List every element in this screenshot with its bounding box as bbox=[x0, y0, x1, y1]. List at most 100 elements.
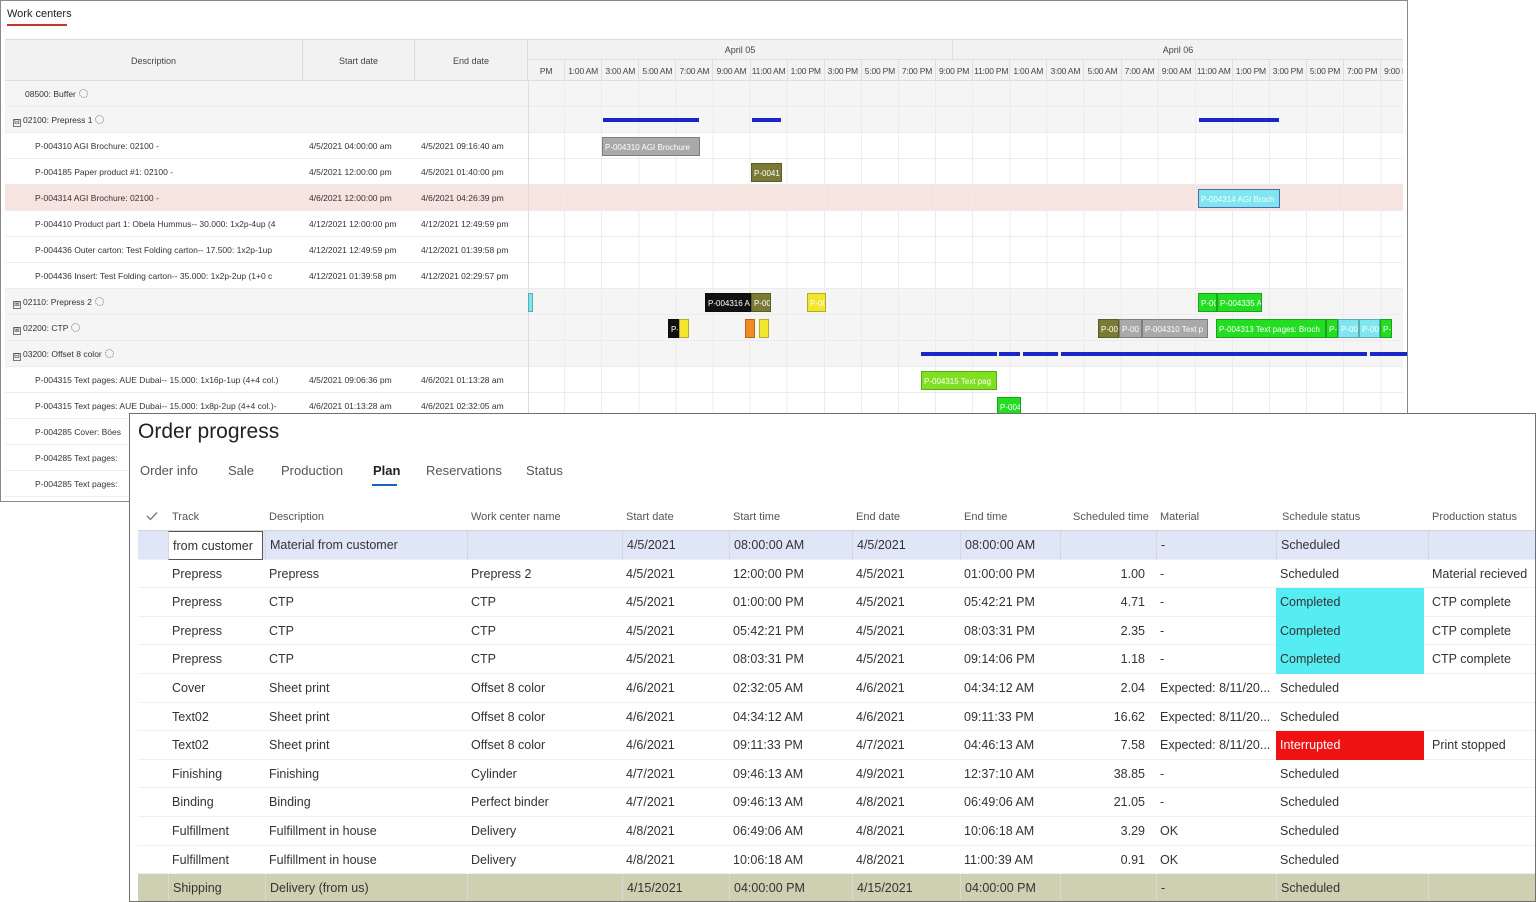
cell-work-center-name: CTP bbox=[471, 652, 496, 667]
row-start-date bbox=[309, 289, 417, 315]
settings-gear-icon[interactable] bbox=[71, 323, 81, 332]
settings-gear-icon[interactable] bbox=[104, 349, 114, 358]
row-start-date: 4/6/2021 01:13:28 am bbox=[309, 401, 392, 411]
table-row[interactable]: Fulfillment Fulfillment in house Delivery 4… bbox=[138, 817, 1535, 846]
column-header-production-status[interactable]: Production status bbox=[1432, 511, 1517, 523]
tab-production[interactable]: Production bbox=[281, 463, 344, 478]
gantt-row-area[interactable] bbox=[528, 289, 1403, 315]
gantt-row-area[interactable] bbox=[528, 263, 1403, 289]
table-row[interactable]: Binding Binding Perfect binder 4/7/2021 09:4… bbox=[138, 788, 1535, 817]
column-header-description[interactable]: Description bbox=[5, 40, 303, 82]
table-row[interactable]: Prepress Prepress Prepress 2 4/5/2021 12:00:… bbox=[138, 560, 1535, 589]
timeline-hour-label: 9:00 AM bbox=[713, 60, 751, 82]
plan-grid: Track Description Work center name Start… bbox=[138, 503, 1535, 901]
tab-plan[interactable]: Plan bbox=[373, 463, 401, 478]
cell-end-time: 09:11:33 PM bbox=[964, 709, 1034, 724]
settings-gear-icon[interactable] bbox=[95, 115, 105, 124]
cell-end-time: 12:37:10 AM bbox=[964, 766, 1035, 781]
gantt-row-area[interactable] bbox=[528, 341, 1403, 367]
cell-scheduled-time: 0.91 bbox=[1120, 852, 1145, 867]
table-row[interactable]: Prepress CTP CTP 4/5/2021 01:00:00 PM 4/5/202… bbox=[138, 588, 1535, 617]
table-row[interactable]: from customer Material from customer 4/5/2… bbox=[138, 531, 1535, 560]
gantt-row-area[interactable] bbox=[528, 237, 1403, 263]
column-header-scheduled-time[interactable]: Scheduled time bbox=[1073, 511, 1149, 523]
grid-rows: from customer Material from customer 4/5/2… bbox=[138, 531, 1535, 901]
cell-track: Text02 bbox=[172, 738, 209, 753]
column-header-end-date[interactable]: End date bbox=[415, 40, 528, 82]
cell-end-time: 04:46:13 AM bbox=[964, 738, 1035, 753]
cell-material: - bbox=[1160, 795, 1165, 810]
gantt-row-area[interactable] bbox=[528, 107, 1403, 133]
column-header-material[interactable]: Material bbox=[1160, 511, 1200, 523]
work-centers-title[interactable]: Work centers bbox=[7, 8, 72, 20]
column-header-description[interactable]: Description bbox=[269, 511, 325, 523]
cell-work-center-name: Delivery bbox=[471, 852, 517, 867]
column-header-end-date[interactable]: End date bbox=[856, 511, 901, 523]
tab-status[interactable]: Status bbox=[526, 463, 563, 478]
work-center-job-row[interactable]: P-004310 AGI Brochure: 02100 - 4/5/2021 0… bbox=[5, 133, 1403, 159]
work-center-group-row[interactable]: ⊟ 02100: Prepress 1 bbox=[5, 107, 1403, 133]
cell-work-center-name: Perfect binder bbox=[471, 795, 549, 810]
expand-icon[interactable]: ⊞ bbox=[13, 301, 21, 309]
cell-start-date: 4/6/2021 bbox=[626, 738, 675, 753]
gantt-row-area[interactable] bbox=[528, 81, 1403, 107]
tab-sale[interactable]: Sale bbox=[228, 463, 255, 478]
gantt-row-area[interactable] bbox=[528, 159, 1403, 185]
row-label: P-004185 Paper product #1: 02100 - bbox=[35, 167, 173, 177]
collapse-icon[interactable]: ⊟ bbox=[13, 119, 21, 127]
gantt-row-area[interactable] bbox=[528, 185, 1403, 211]
column-header-start-date[interactable]: Start date bbox=[626, 511, 674, 523]
gantt-row-area[interactable] bbox=[528, 315, 1403, 341]
cell-schedule-status: Completed bbox=[1276, 645, 1424, 674]
column-header-track[interactable]: Track bbox=[172, 511, 200, 523]
row-label: 08500: Buffer bbox=[25, 89, 76, 99]
cell-track: Finishing bbox=[172, 766, 223, 781]
gantt-row-area[interactable] bbox=[528, 211, 1403, 237]
cell-end-date: 4/8/2021 bbox=[856, 852, 905, 867]
work-center-job-row[interactable]: P-004185 Paper product #1: 02100 - 4/5/20… bbox=[5, 159, 1403, 185]
work-center-job-row[interactable]: P-004315 Text pages: AUE Dubai-- 15.000:… bbox=[5, 367, 1403, 393]
column-header-work-center-name[interactable]: Work center name bbox=[471, 511, 561, 523]
settings-gear-icon[interactable] bbox=[78, 89, 88, 98]
table-row[interactable]: Shipping Delivery (from us) 4/15/2021 04:00… bbox=[138, 874, 1535, 901]
timeline-hour-label: 5:00 PM bbox=[862, 60, 899, 82]
cell-start-time: 04:34:12 AM bbox=[733, 709, 804, 724]
cell-production-status bbox=[1428, 846, 1535, 875]
select-all-check-icon[interactable] bbox=[146, 511, 158, 521]
table-row[interactable]: Text02 Sheet print Offset 8 color 4/6/2021 0… bbox=[138, 703, 1535, 732]
column-header-schedule-status[interactable]: Schedule status bbox=[1282, 511, 1361, 523]
table-row[interactable]: Finishing Finishing Cylinder 4/7/2021 09:46:… bbox=[138, 760, 1535, 789]
work-center-job-row[interactable]: P-004436 Outer carton: Test Folding cart… bbox=[5, 237, 1403, 263]
expand-icon[interactable]: ⊞ bbox=[13, 327, 21, 335]
work-center-job-row[interactable]: P-004410 Product part 1: Obela Hummus-- … bbox=[5, 211, 1403, 237]
page-title: Order progress bbox=[138, 420, 280, 443]
gantt-row-area[interactable] bbox=[528, 133, 1403, 159]
column-header-end-time[interactable]: End time bbox=[964, 511, 1008, 523]
cell-end-date: 4/5/2021 bbox=[852, 531, 960, 560]
work-center-job-row[interactable]: P-004436 Insert: Test Folding carton-- 3… bbox=[5, 263, 1403, 289]
track-input[interactable]: from customer bbox=[168, 531, 263, 560]
table-row[interactable]: Prepress CTP CTP 4/5/2021 08:03:31 PM 4/5/202… bbox=[138, 645, 1535, 674]
table-row[interactable]: Prepress CTP CTP 4/5/2021 05:42:21 PM 4/5/202… bbox=[138, 616, 1535, 646]
collapse-icon[interactable]: ⊟ bbox=[13, 353, 21, 361]
cell-start-time: 02:32:05 AM bbox=[733, 680, 804, 695]
table-row[interactable]: Fulfillment Fulfillment in house Delivery 4… bbox=[138, 846, 1535, 875]
work-center-group-row[interactable]: ⊞ 02110: Prepress 2 bbox=[5, 289, 1403, 315]
gantt-row-area[interactable] bbox=[528, 367, 1403, 393]
work-center-group-row[interactable]: ⊞ 02200: CTP bbox=[5, 315, 1403, 341]
cell-description: Delivery (from us) bbox=[265, 874, 465, 901]
cell-schedule-status: Completed bbox=[1276, 588, 1424, 617]
timeline-hour-label: 7:00 PM bbox=[899, 60, 937, 82]
work-center-group-row[interactable]: 08500: Buffer bbox=[5, 81, 1403, 107]
work-center-job-row[interactable]: P-004314 AGI Brochure: 02100 - 4/6/2021 1… bbox=[5, 185, 1403, 211]
tab-order-info[interactable]: Order info bbox=[140, 463, 198, 478]
table-row[interactable]: Cover Sheet print Offset 8 color 4/6/2021 02… bbox=[138, 674, 1535, 703]
column-header-start-date[interactable]: Start date bbox=[303, 40, 415, 82]
settings-gear-icon[interactable] bbox=[94, 297, 104, 306]
table-row[interactable]: Text02 Sheet print Offset 8 color 4/6/2021 0… bbox=[138, 731, 1535, 760]
work-center-group-row[interactable]: ⊟ 03200: Offset 8 color bbox=[5, 341, 1403, 367]
cell-start-time: 04:00:00 PM bbox=[729, 874, 852, 901]
cell-material: Expected: 8/11/20... bbox=[1160, 738, 1271, 753]
tab-reservations[interactable]: Reservations bbox=[426, 463, 502, 478]
column-header-start-time[interactable]: Start time bbox=[733, 511, 781, 523]
